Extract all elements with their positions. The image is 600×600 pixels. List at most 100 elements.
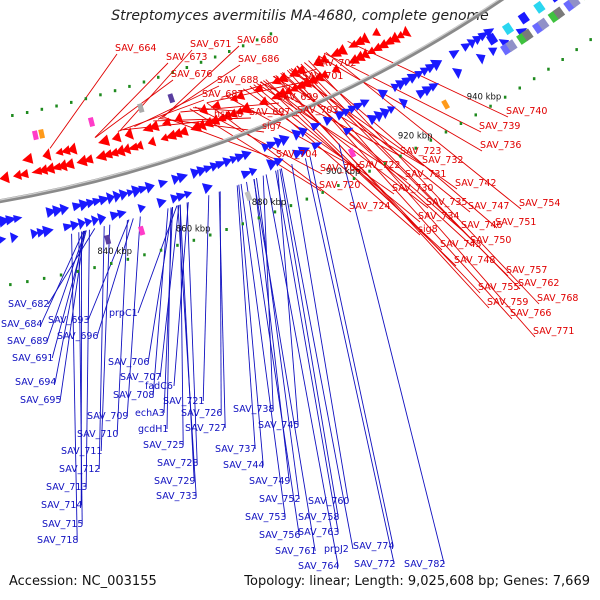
bottom-gene-label[interactable]: SAV_721 — [163, 396, 204, 407]
bottom-gene-label[interactable]: SAV_714 — [41, 500, 82, 511]
top-gene-label[interactable]: SAV_664 — [115, 43, 156, 54]
bottom-gene-label[interactable]: SAV_729 — [154, 476, 195, 487]
reverse-gene-arrow — [460, 43, 471, 52]
bottom-gene-label[interactable]: SAV_782 — [404, 559, 445, 570]
top-gene-label[interactable]: SAV_759 — [487, 297, 528, 308]
bottom-gene-label[interactable]: SAV_727 — [185, 423, 226, 434]
top-gene-label[interactable]: SAV_697 — [249, 107, 290, 118]
bottom-gene-label[interactable]: SAV_744 — [223, 460, 264, 471]
forward-gene-arrow — [353, 35, 366, 46]
top-gene-label[interactable]: SAV_732 — [422, 155, 463, 166]
bottom-gene-label[interactable]: SAV_738 — [233, 404, 274, 415]
top-gene-label[interactable]: SAV_702 — [315, 58, 356, 69]
bottom-gene-label[interactable]: SAV_712 — [59, 464, 100, 475]
top-gene-label[interactable]: SAV_751 — [495, 217, 536, 228]
top-gene-label[interactable]: SAV_747 — [468, 201, 509, 212]
bottom-gene-label[interactable]: SAV_764 — [298, 561, 339, 572]
bottom-gene-label[interactable]: SAV_726 — [181, 408, 222, 419]
bottom-gene-label[interactable]: prpC1 — [109, 308, 138, 319]
top-gene-label[interactable]: SAV_720 — [319, 180, 360, 191]
top-gene-label[interactable]: SAV_723 — [400, 146, 441, 157]
top-gene-label[interactable]: SAV_746 — [461, 220, 502, 231]
bottom-gene-label[interactable]: SAV_689 — [7, 336, 48, 347]
top-gene-label[interactable]: sig7 — [262, 121, 282, 132]
top-gene-label[interactable]: SAV_688 — [217, 75, 258, 86]
bottom-gene-label[interactable]: SAV_752 — [259, 494, 300, 505]
top-gene-label[interactable]: SAV_703 — [297, 105, 338, 116]
bottom-gene-label[interactable]: SAV_718 — [37, 535, 78, 546]
bottom-gene-label[interactable]: SAV_695 — [20, 395, 61, 406]
bottom-gene-label[interactable]: SAV_696 — [57, 331, 98, 342]
forward-gene-arrow — [294, 80, 306, 89]
top-gene-label[interactable]: SAV_671 — [190, 39, 231, 50]
bottom-gene-label[interactable]: SAV_694 — [15, 377, 56, 388]
genome-backbone — [0, 0, 504, 204]
top-gene-label[interactable]: SAV_676 — [171, 69, 212, 80]
top-gene-label[interactable]: SAV_701 — [302, 71, 343, 82]
top-gene-label[interactable]: SAV_731 — [405, 169, 446, 180]
bottom-gene-label[interactable]: echA3 — [135, 408, 165, 419]
bottom-gene-label[interactable]: SAV_713 — [46, 482, 87, 493]
top-leader-line — [300, 63, 521, 290]
scale-tick — [352, 177, 356, 180]
bottom-gene-label[interactable]: SAV_691 — [12, 353, 53, 364]
top-gene-label[interactable]: SAV_687 — [202, 89, 243, 100]
top-gene-label[interactable]: SAV_705 — [320, 163, 361, 174]
top-gene-label[interactable]: SAV_704 — [276, 149, 317, 160]
top-gene-label[interactable]: SAV_757 — [506, 265, 547, 276]
bottom-gene-label[interactable]: SAV_706 — [108, 357, 149, 368]
top-gene-label[interactable]: SAV_736 — [480, 140, 521, 151]
top-gene-label[interactable]: SAV_740 — [506, 106, 547, 117]
top-gene-label[interactable]: SAV_730 — [392, 183, 433, 194]
top-gene-label[interactable]: SAV_768 — [537, 293, 578, 304]
top-gene-label[interactable]: SAV_724 — [349, 201, 390, 212]
bottom-gene-label[interactable]: SAV_725 — [143, 440, 184, 451]
bottom-gene-label[interactable]: prpJ2 — [324, 544, 349, 555]
bottom-gene-label[interactable]: SAV_693 — [48, 315, 89, 326]
top-gene-label[interactable]: SAV_673 — [166, 52, 207, 63]
bottom-gene-label[interactable]: SAV_682 — [8, 299, 49, 310]
bottom-gene-label[interactable]: SAV_707 — [120, 372, 161, 383]
top-gene-label[interactable]: SAV_748 — [454, 255, 495, 266]
top-gene-label[interactable]: sig8 — [418, 224, 438, 235]
top-gene-label[interactable]: SAV_754 — [519, 198, 560, 209]
bottom-gene-label[interactable]: SAV_774 — [353, 541, 394, 552]
reverse-gene-arrow — [291, 129, 302, 141]
top-gene-label[interactable]: SAV_743 — [440, 239, 481, 250]
top-leader-line — [206, 102, 352, 213]
bottom-gene-label[interactable]: SAV_733 — [156, 491, 197, 502]
bottom-gene-label[interactable]: SAV_709 — [87, 411, 128, 422]
bottom-gene-label[interactable]: SAV_728 — [157, 458, 198, 469]
top-gene-label[interactable]: SAV_699 — [277, 92, 318, 103]
bottom-gene-label[interactable]: SAV_753 — [245, 512, 286, 523]
bottom-gene-label[interactable]: fadC6 — [145, 381, 173, 392]
top-gene-label[interactable]: SAV_734 — [418, 211, 459, 222]
top-gene-label[interactable]: SAV_735 — [426, 197, 467, 208]
bottom-gene-label[interactable]: SAV_684 — [1, 319, 42, 330]
top-gene-label[interactable]: SAV_739 — [479, 121, 520, 132]
top-gene-label[interactable]: SAV_742 — [455, 178, 496, 189]
bottom-gene-label[interactable]: SAV_761 — [275, 546, 316, 557]
top-gene-label[interactable]: SAV_680 — [237, 35, 278, 46]
top-gene-label[interactable]: SAV_755 — [478, 282, 519, 293]
bottom-gene-label[interactable]: SAV_711 — [61, 446, 102, 457]
top-gene-label[interactable]: SAV_722 — [359, 160, 400, 171]
bottom-gene-label[interactable]: SAV_772 — [354, 559, 395, 570]
top-gene-label[interactable]: SAV_762 — [518, 278, 559, 289]
bottom-gene-label[interactable]: gcdH1 — [138, 424, 168, 435]
bottom-gene-label[interactable]: SAV_760 — [308, 496, 349, 507]
top-gene-label[interactable]: SAV_750 — [470, 235, 511, 246]
top-gene-label[interactable]: SAV_766 — [510, 308, 551, 319]
bottom-gene-label[interactable]: SAV_708 — [113, 390, 154, 401]
bottom-gene-label[interactable]: SAV_756 — [259, 530, 300, 541]
bottom-gene-label[interactable]: SAV_763 — [298, 527, 339, 538]
bottom-gene-label[interactable]: SAV_745 — [258, 420, 299, 431]
top-gene-label[interactable]: SAV_686 — [238, 54, 279, 65]
bottom-gene-label[interactable]: SAV_758 — [298, 512, 339, 523]
bottom-gene-label[interactable]: SAV_715 — [42, 519, 83, 530]
top-gene-label[interactable]: SAV_771 — [533, 326, 574, 337]
bottom-gene-label[interactable]: SAV_737 — [215, 444, 256, 455]
bottom-gene-label[interactable]: SAV_749 — [249, 476, 290, 487]
top-gene-label[interactable]: hsp18 — [214, 109, 243, 120]
bottom-gene-label[interactable]: SAV_710 — [77, 429, 118, 440]
